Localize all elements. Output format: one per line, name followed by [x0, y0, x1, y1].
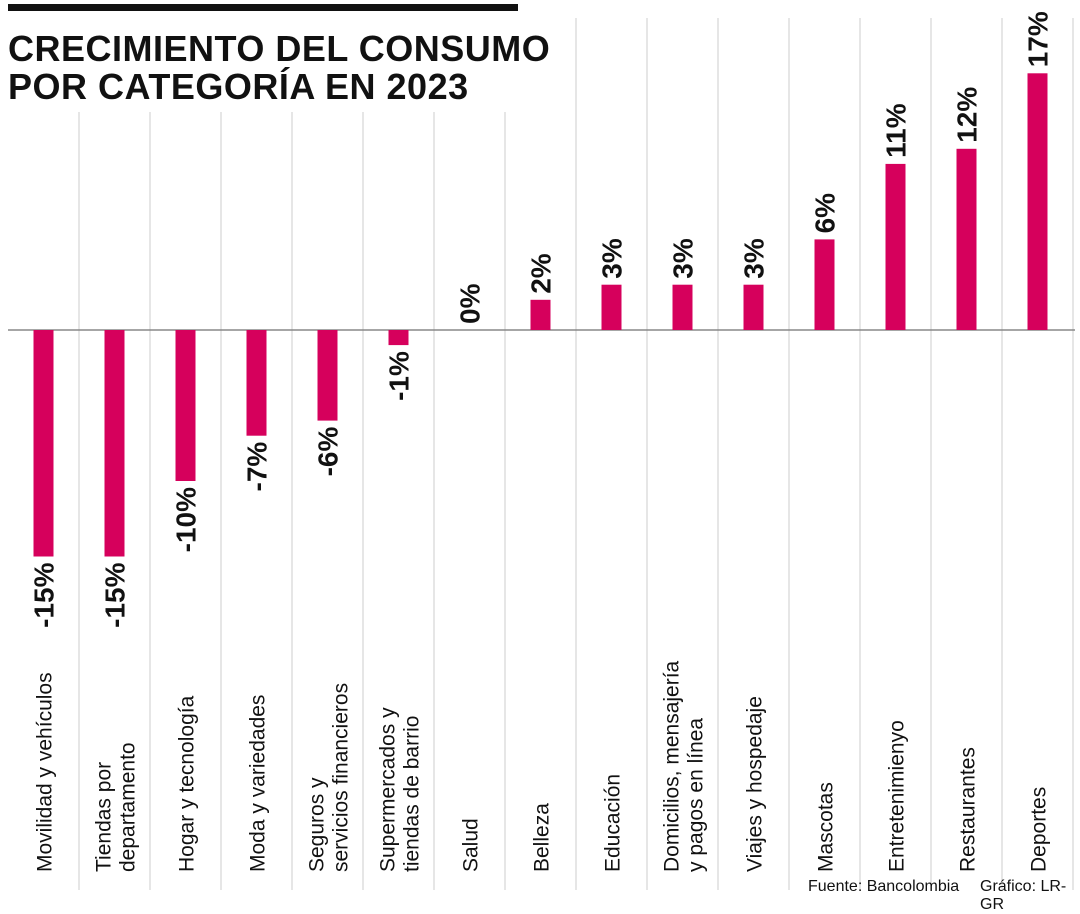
chart-title: CRECIMIENTO DEL CONSUMO POR CATEGORÍA EN… [8, 30, 550, 106]
value-label-12: 6% [810, 193, 841, 234]
value-label-9: 3% [597, 238, 628, 279]
category-label-12: Mascotas [815, 782, 838, 872]
category-label-3: Hogar y tecnología [176, 695, 199, 872]
bar-5 [317, 330, 338, 421]
bar-10 [672, 284, 693, 330]
bar-1 [33, 330, 54, 557]
category-label-5-line-2: servicios financieros [330, 683, 353, 872]
bar-8 [530, 299, 551, 330]
value-label-13: 11% [881, 103, 912, 158]
bar-4 [246, 330, 267, 436]
category-label-1: Movilidad y vehículos [34, 672, 57, 872]
bar-2 [104, 330, 125, 557]
bar-6 [388, 330, 409, 346]
category-label-4: Moda y variedades [247, 695, 270, 872]
category-label-14: Restaurantes [957, 747, 980, 872]
title-rule [8, 4, 518, 11]
value-label-3: -10% [171, 487, 202, 552]
title-line-1: CRECIMIENTO DEL CONSUMO [8, 28, 551, 69]
bar-15 [1027, 73, 1048, 331]
value-label-11: 3% [739, 238, 770, 279]
value-label-1: -15% [29, 562, 60, 627]
title-line-2: POR CATEGORÍA EN 2023 [8, 66, 469, 107]
category-label-9: Educación [602, 774, 625, 872]
category-label-2-line-1: Tiendas por [93, 762, 116, 872]
value-label-4: -7% [242, 442, 273, 492]
value-label-15: 17% [1023, 11, 1054, 67]
value-label-5: -6% [313, 427, 344, 477]
bar-14 [956, 148, 977, 330]
credit-note: Gráfico: LR-GR [980, 878, 1067, 913]
category-label-8: Belleza [531, 803, 554, 872]
category-label-13: Entretenimienyo [886, 720, 909, 872]
source-note: Fuente: Bancolombia [808, 878, 960, 895]
category-label-6-line-2: tiendas de barrio [401, 716, 424, 872]
category-label-11: Viajes y hospedaje [744, 696, 767, 872]
category-label-7: Salud [460, 818, 483, 872]
category-label-15: Deportes [1028, 787, 1051, 872]
bar-12 [814, 239, 835, 330]
value-label-10: 3% [668, 238, 699, 279]
bar-3 [175, 330, 196, 481]
category-label-10-line-1: Domicilios, mensajería [661, 660, 684, 872]
value-label-6: -1% [384, 351, 415, 401]
category-label-6-line-1: Supermercados y [377, 707, 400, 872]
bar-11 [743, 284, 764, 330]
bar-9 [601, 284, 622, 330]
category-label-10-line-2: y pagos en línea [685, 718, 708, 872]
category-label-2-line-2: departamento [117, 742, 140, 872]
value-label-2: -15% [100, 562, 131, 627]
bar-13 [885, 163, 906, 330]
value-label-7: 0% [455, 283, 486, 324]
category-label-5-line-1: Seguros y [306, 777, 329, 872]
value-label-8: 2% [526, 253, 557, 294]
value-label-14: 12% [952, 87, 983, 143]
